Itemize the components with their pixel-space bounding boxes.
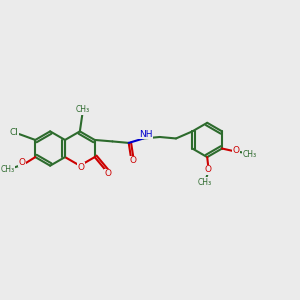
Text: O: O [78, 163, 85, 172]
Text: CH₃: CH₃ [1, 165, 15, 174]
Text: CH₃: CH₃ [197, 178, 211, 187]
Text: Cl: Cl [9, 128, 18, 137]
Text: O: O [104, 169, 112, 178]
Text: CH₃: CH₃ [242, 150, 256, 159]
Text: O: O [129, 156, 136, 165]
Text: O: O [205, 165, 212, 174]
Text: O: O [233, 146, 240, 155]
Text: CH₃: CH₃ [76, 105, 90, 114]
Text: NH: NH [139, 130, 153, 139]
Text: O: O [19, 158, 26, 166]
